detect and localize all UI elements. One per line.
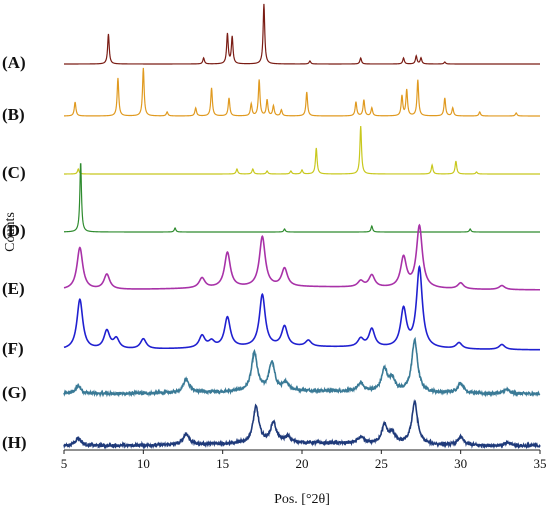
- x-tick-label: 10: [137, 456, 150, 471]
- x-tick-label: 15: [216, 456, 229, 471]
- series-labels: (A) (B) (C) (D) (E) (F) (G) (H): [2, 53, 27, 452]
- series-label-d: (D): [2, 221, 26, 240]
- x-tick-label: 35: [534, 456, 547, 471]
- series-layer: [63, 3, 541, 450]
- series-label-h: (H): [2, 433, 27, 452]
- series-label-b: (B): [2, 105, 25, 124]
- y-axis-title: Counts: [3, 212, 18, 252]
- series-line-f: [63, 264, 540, 351]
- series-label-c: (C): [2, 163, 26, 182]
- x-tick-label: 30: [454, 456, 467, 471]
- x-tick-label: 20: [296, 456, 309, 471]
- series-line-g: [63, 336, 541, 398]
- series-line-d: [63, 163, 540, 233]
- series-line-a: [64, 3, 540, 65]
- x-axis: 5 10 15 20 25 30 35: [61, 449, 547, 471]
- series-label-f: (F): [2, 339, 24, 358]
- x-axis-title: Pos. [°2θ]: [274, 492, 330, 507]
- x-tick-label: 5: [61, 456, 68, 471]
- series-label-g: (G): [2, 383, 27, 402]
- series-line-b: [64, 67, 540, 117]
- series-line-c: [64, 125, 540, 175]
- x-tick-label: 25: [375, 456, 388, 471]
- series-line-h: [63, 398, 541, 450]
- series-label-a: (A): [2, 53, 26, 72]
- series-line-e: [63, 223, 541, 291]
- series-label-e: (E): [2, 279, 25, 298]
